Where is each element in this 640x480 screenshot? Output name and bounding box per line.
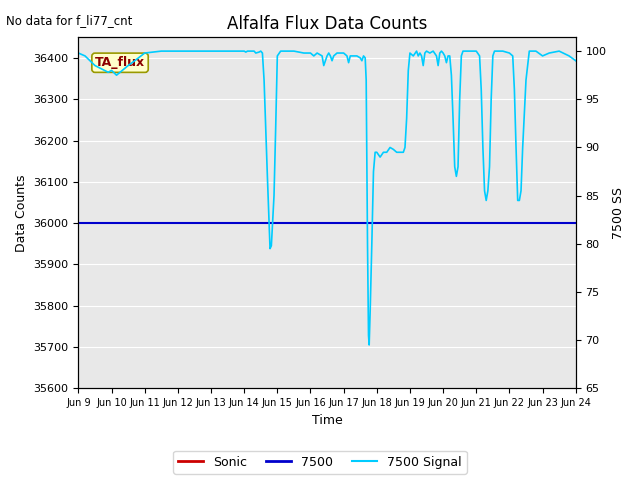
X-axis label: Time: Time (312, 414, 342, 427)
Y-axis label: Data Counts: Data Counts (15, 174, 28, 252)
Legend: Sonic, 7500, 7500 Signal: Sonic, 7500, 7500 Signal (173, 451, 467, 474)
Text: No data for f_li77_cnt: No data for f_li77_cnt (6, 14, 132, 27)
Title: Alfalfa Flux Data Counts: Alfalfa Flux Data Counts (227, 15, 428, 33)
Y-axis label: 7500 SS: 7500 SS (612, 187, 625, 239)
Text: TA_flux: TA_flux (95, 56, 145, 69)
